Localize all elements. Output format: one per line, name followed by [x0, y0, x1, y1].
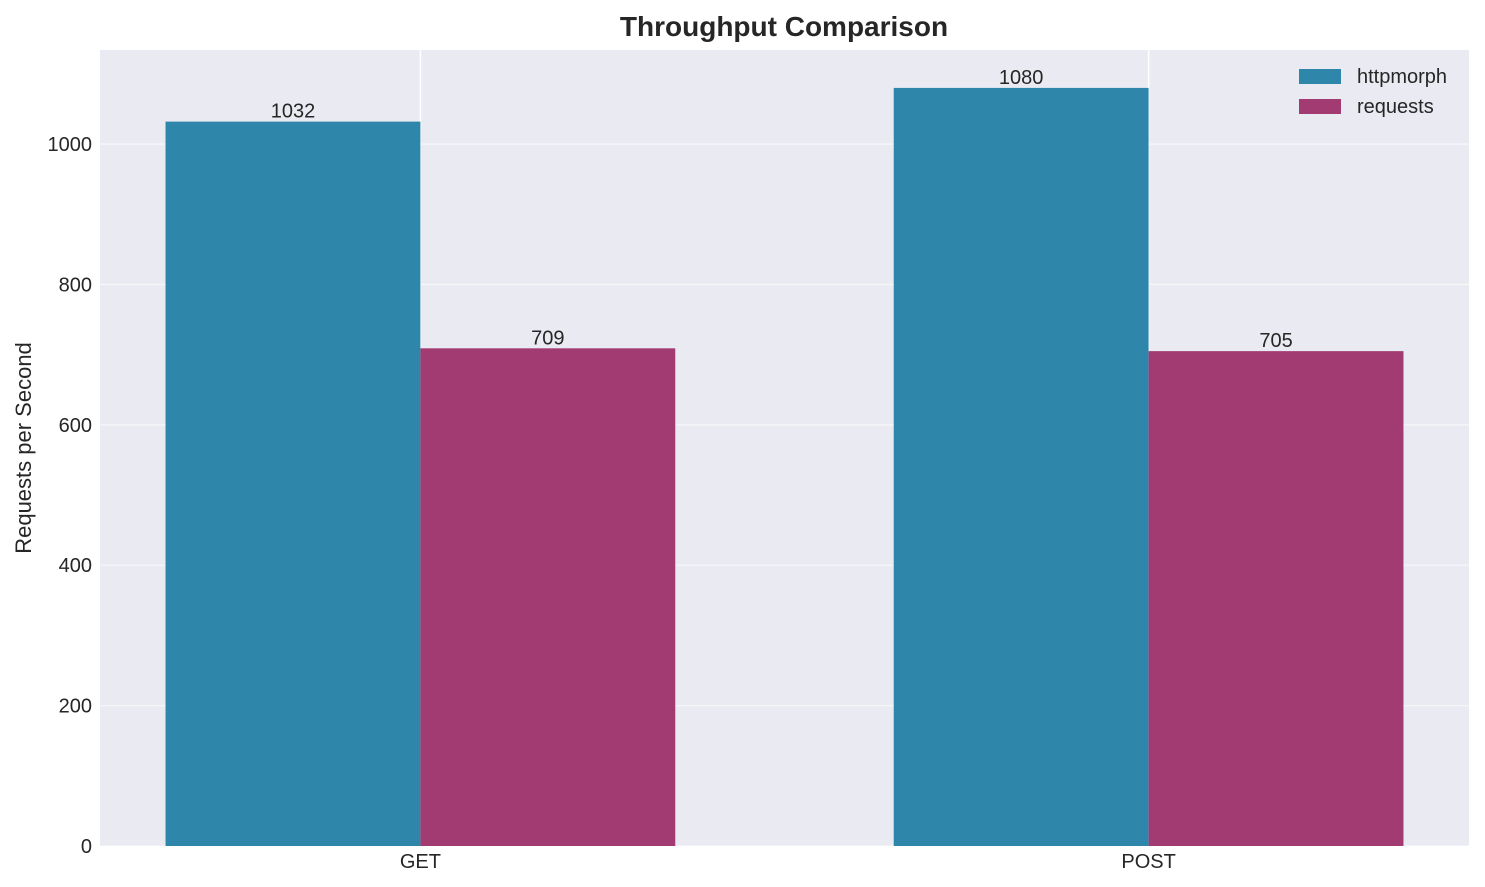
bar-requests-post — [1149, 351, 1404, 846]
y-tick-label: 800 — [59, 274, 92, 296]
legend-label-requests: requests — [1357, 96, 1434, 118]
bar-httpmorph-get — [166, 122, 421, 846]
data-label: 709 — [531, 327, 564, 349]
data-label: 1080 — [999, 67, 1044, 89]
y-tick-label: 600 — [59, 415, 92, 437]
data-label: 1032 — [271, 101, 316, 123]
y-tick-label: 1000 — [48, 134, 93, 156]
chart-title: Throughput Comparison — [620, 11, 948, 42]
x-tick-label: GET — [400, 851, 441, 873]
x-tick-label: POST — [1121, 851, 1175, 873]
bar-httpmorph-post — [894, 88, 1149, 846]
y-tick-label: 400 — [59, 555, 92, 577]
y-tick-label: 200 — [59, 696, 92, 718]
legend-swatch-requests — [1299, 99, 1341, 114]
y-tick-label: 0 — [81, 836, 92, 858]
legend-swatch-httpmorph — [1299, 69, 1341, 84]
y-axis-ticks: 0 200 400 600 800 1000 — [48, 134, 93, 858]
data-label: 705 — [1259, 330, 1292, 352]
bar-requests-get — [420, 348, 675, 846]
y-axis-label: Requests per Second — [11, 342, 36, 554]
x-axis-ticks: GET POST — [400, 851, 1176, 873]
legend-label-httpmorph: httpmorph — [1357, 66, 1447, 88]
